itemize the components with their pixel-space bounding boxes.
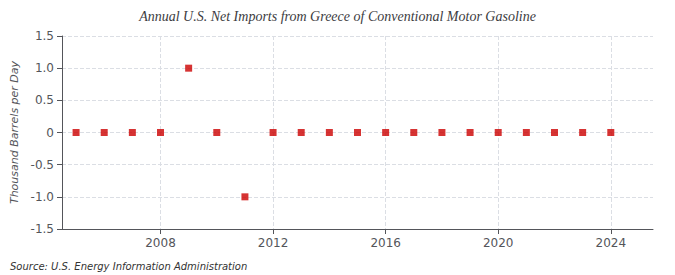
svg-text:Thousand Barrels per Day: Thousand Barrels per Day	[8, 60, 21, 204]
svg-text:2012: 2012	[258, 236, 289, 250]
svg-text:2024: 2024	[596, 236, 627, 250]
svg-text:0: 0	[46, 126, 54, 140]
svg-text:-1.0: -1.0	[31, 190, 54, 204]
svg-text:-1.5: -1.5	[31, 222, 54, 236]
svg-text:-0.5: -0.5	[31, 158, 54, 172]
svg-text:2016: 2016	[370, 236, 401, 250]
svg-text:2020: 2020	[483, 236, 514, 250]
svg-text:2008: 2008	[145, 236, 176, 250]
svg-text:Source: U.S. Energy Informatio: Source: U.S. Energy Information Administ…	[10, 261, 247, 272]
svg-text:0.5: 0.5	[35, 93, 54, 107]
svg-text:1.0: 1.0	[35, 61, 54, 75]
svg-text:Annual U.S. Net Imports from G: Annual U.S. Net Imports from Greece of C…	[138, 9, 536, 24]
svg-text:1.5: 1.5	[35, 29, 54, 43]
